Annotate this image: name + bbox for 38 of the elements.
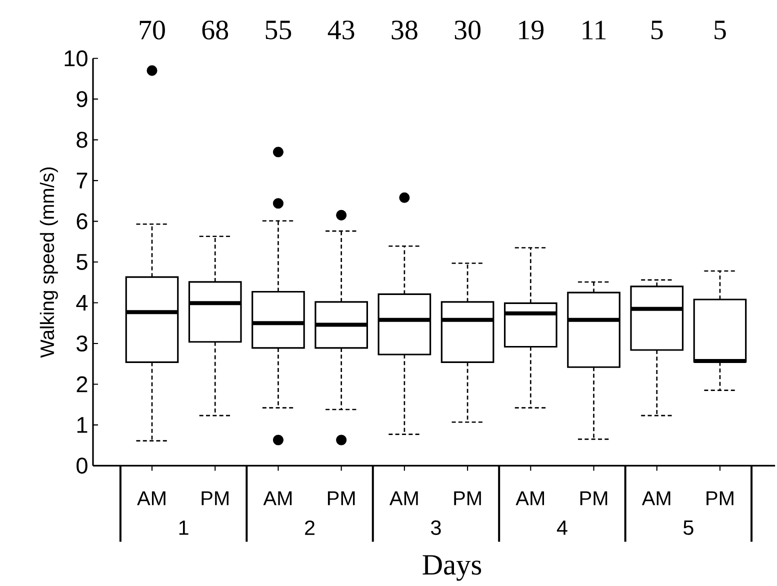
- x-tick-label: PM: [328, 491, 355, 506]
- text: 68: [202, 20, 228, 40]
- y-tick-label: 8: [76, 132, 88, 148]
- text: 2: [305, 520, 314, 535]
- y-tick-label: 1: [77, 417, 88, 433]
- y-tick-label: 4: [76, 294, 88, 311]
- x-tick-label: AM: [516, 491, 544, 506]
- y-axis-title: Walking speed (mm/s): [40, 167, 58, 358]
- y-tick-label: 9: [76, 91, 88, 108]
- text: 5: [684, 520, 694, 535]
- y-tick-label: 5: [76, 254, 88, 270]
- text: 30: [454, 20, 480, 40]
- x-tick-label: AM: [389, 491, 418, 506]
- text: 5: [714, 20, 726, 40]
- text: 19: [519, 20, 544, 40]
- y-tick-label: 0: [76, 458, 88, 474]
- y-tick-label: 3: [76, 335, 88, 352]
- text: 11: [582, 20, 606, 40]
- x-tick-label: AM: [137, 491, 166, 506]
- text: 3: [431, 520, 441, 536]
- x-tick-label: AM: [263, 491, 292, 506]
- x-tick-label: PM: [706, 491, 734, 506]
- text: 70: [140, 20, 165, 40]
- y-tick-label: 2: [76, 376, 88, 392]
- x-tick-label: PM: [202, 491, 228, 506]
- text: 55: [266, 20, 292, 40]
- text: 38: [392, 20, 418, 40]
- y-tick-label: 6: [76, 213, 88, 230]
- y-tick-label: 10: [64, 50, 88, 66]
- text: 43: [328, 20, 354, 40]
- text: 5: [651, 20, 663, 40]
- y-tick-label: 7: [76, 172, 88, 188]
- text: 1: [179, 520, 188, 535]
- x-tick-label: AM: [642, 491, 670, 506]
- x-axis-title: Days: [422, 555, 482, 581]
- x-tick-label: PM: [454, 491, 481, 506]
- text: 4: [556, 520, 568, 535]
- x-tick-label: PM: [580, 491, 608, 506]
